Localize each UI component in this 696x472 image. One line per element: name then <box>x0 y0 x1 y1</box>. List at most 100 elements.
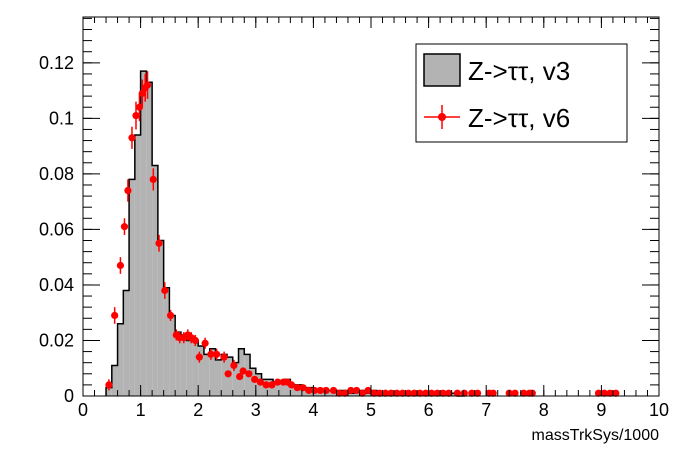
histogram-bar <box>273 382 279 396</box>
x-tick-label: 5 <box>366 400 376 420</box>
data-point <box>239 367 247 375</box>
data-point <box>445 389 453 397</box>
x-axis-title: massTrkSys/1000 <box>532 427 660 444</box>
points-layer <box>105 71 620 397</box>
data-point <box>111 311 119 320</box>
data-point <box>262 381 270 389</box>
data-point <box>511 389 519 397</box>
data-point <box>287 381 296 389</box>
data-point <box>195 353 203 361</box>
data-point <box>410 389 418 397</box>
data-point <box>489 389 497 397</box>
data-point <box>329 386 338 395</box>
histogram-bar <box>192 340 199 396</box>
data-point <box>520 389 528 397</box>
x-tick-label: 6 <box>424 400 434 420</box>
data-point <box>120 223 129 231</box>
data-point <box>305 386 313 395</box>
histogram-bar <box>198 346 204 396</box>
data-point <box>207 350 215 358</box>
histogram-bar <box>365 393 371 396</box>
y-tick-label: 0.08 <box>39 164 74 184</box>
data-point <box>612 389 620 397</box>
data-point <box>316 386 324 395</box>
data-point <box>341 389 349 397</box>
legend-marker-v6 <box>438 113 446 121</box>
histogram-bar <box>157 240 164 396</box>
x-tick-label: 3 <box>251 400 261 420</box>
x-tick-label: 4 <box>308 400 318 420</box>
y-tick-label: 0.12 <box>39 53 74 73</box>
data-point <box>268 381 276 389</box>
data-point <box>422 389 430 397</box>
histogram-bar <box>129 179 135 396</box>
legend-label-v3: Z->ττ, v3 <box>468 56 570 86</box>
histogram-bar <box>284 379 291 396</box>
data-point <box>393 389 401 397</box>
legend: Z->ττ, v3 Z->ττ, v6 <box>415 43 628 143</box>
data-point <box>155 239 163 247</box>
data-point <box>293 384 301 392</box>
data-point <box>256 378 265 386</box>
data-point <box>116 261 125 270</box>
y-tick-label: 0.02 <box>39 330 74 350</box>
data-point <box>213 350 221 358</box>
y-tick-label: 0.06 <box>39 219 74 239</box>
data-point <box>381 389 389 397</box>
data-point <box>358 389 366 397</box>
data-point <box>606 389 614 397</box>
histogram-bar <box>186 340 193 396</box>
histogram-bar <box>215 359 222 396</box>
x-tick-label: 10 <box>649 400 669 420</box>
data-point <box>245 370 253 378</box>
data-point <box>322 386 330 395</box>
histogram-bar <box>278 382 285 396</box>
histogram-bar <box>134 135 141 396</box>
data-point <box>149 175 157 184</box>
x-tick-label: 7 <box>481 400 491 420</box>
data-point <box>473 389 482 397</box>
data-point <box>132 111 140 120</box>
data-point <box>224 370 232 378</box>
y-tick-label: 0 <box>64 386 74 406</box>
data-point <box>399 389 407 397</box>
x-tick-label: 2 <box>193 400 203 420</box>
legend-swatch-v3 <box>423 53 461 87</box>
data-point <box>166 311 175 320</box>
data-point <box>376 389 384 397</box>
histogram-bar <box>221 354 227 396</box>
histogram-bar <box>111 365 118 396</box>
legend-label-v6: Z->ττ, v6 <box>468 103 570 133</box>
histogram-bar <box>146 82 153 396</box>
histogram-bar <box>123 290 130 396</box>
data-point <box>138 89 146 97</box>
x-tick-label: 0 <box>78 400 88 420</box>
data-point <box>220 353 228 361</box>
data-point <box>201 339 209 347</box>
data-point <box>335 389 343 397</box>
data-point <box>230 361 238 370</box>
histogram-bar <box>169 315 176 396</box>
x-tick-label: 1 <box>136 400 146 420</box>
data-point <box>364 386 372 395</box>
histogram-bar <box>180 334 187 396</box>
data-point <box>128 134 136 142</box>
data-point <box>347 386 355 395</box>
data-point <box>124 186 132 195</box>
data-point <box>236 372 244 381</box>
data-point <box>310 386 319 395</box>
axis-layer: 0 1 2 3 4 5 6 7 8 9 10 0 0.02 0.04 0.06 0.08 0.1 0.12 <box>39 17 669 420</box>
histogram-bar <box>117 323 124 396</box>
histogram-bar <box>347 393 354 396</box>
histogram-bar <box>175 332 181 396</box>
data-point <box>594 389 603 397</box>
data-point <box>161 286 169 295</box>
histogram-bar <box>152 165 158 396</box>
histogram-bar <box>209 348 216 396</box>
data-point <box>191 336 199 345</box>
histogram-bar <box>140 71 147 397</box>
data-point <box>387 389 395 397</box>
data-point <box>404 389 413 397</box>
data-point <box>299 384 307 392</box>
data-point <box>439 389 447 397</box>
